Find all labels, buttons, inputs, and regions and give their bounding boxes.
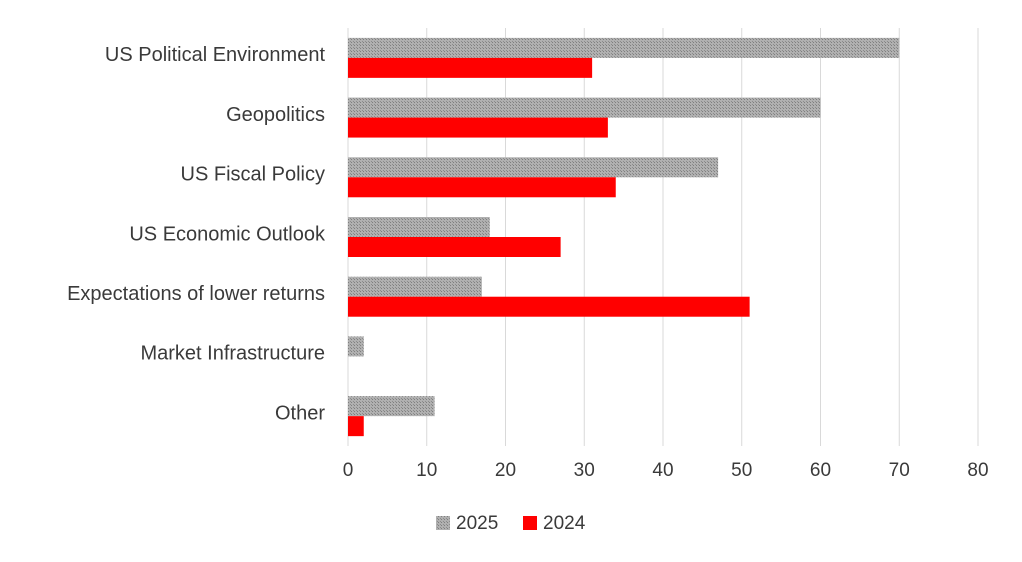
category-label: US Political Environment — [105, 44, 326, 66]
legend-label-2025: 2025 — [456, 513, 498, 534]
x-tick-label: 20 — [495, 460, 516, 481]
legend-swatch-2024 — [523, 516, 537, 530]
legend-swatch-2025 — [436, 516, 450, 530]
x-tick-label: 70 — [889, 460, 910, 481]
x-tick-label: 50 — [731, 460, 752, 481]
category-label: Expectations of lower returns — [67, 283, 325, 305]
bar-2024 — [348, 296, 750, 317]
x-tick-label: 60 — [810, 460, 831, 481]
bar-2024 — [348, 416, 364, 437]
x-tick-label: 0 — [343, 460, 354, 481]
bar-2024 — [348, 237, 561, 257]
x-tick-label: 80 — [967, 460, 988, 481]
bar-2024 — [348, 57, 593, 78]
bar-2025 — [348, 396, 435, 417]
x-tick-label: 30 — [574, 460, 595, 481]
bar-2025 — [348, 276, 482, 297]
bar-2025 — [348, 37, 900, 58]
x-tick-label: 40 — [652, 460, 673, 481]
category-labels: US Political Environment Geopolitics US Fi… — [67, 44, 326, 424]
legend-label-2024: 2024 — [543, 513, 586, 534]
x-tick-labels: 0 10 20 30 40 50 60 70 80 — [343, 460, 989, 481]
category-label: Market Infrastructure — [140, 343, 325, 365]
category-label: US Economic Outlook — [129, 223, 326, 245]
category-label: Other — [275, 402, 325, 424]
legend: 2025 2024 — [436, 513, 586, 534]
bars — [348, 37, 900, 437]
bar-2024 — [348, 117, 608, 138]
category-label: US Fiscal Policy — [181, 164, 325, 186]
bar-2025 — [348, 97, 821, 118]
x-tick-label: 10 — [416, 460, 437, 481]
category-label: Geopolitics — [226, 104, 325, 126]
bar-2025 — [348, 157, 719, 178]
bar-2024 — [348, 177, 616, 198]
bar-2025 — [348, 217, 490, 237]
bar-2025 — [348, 336, 364, 357]
